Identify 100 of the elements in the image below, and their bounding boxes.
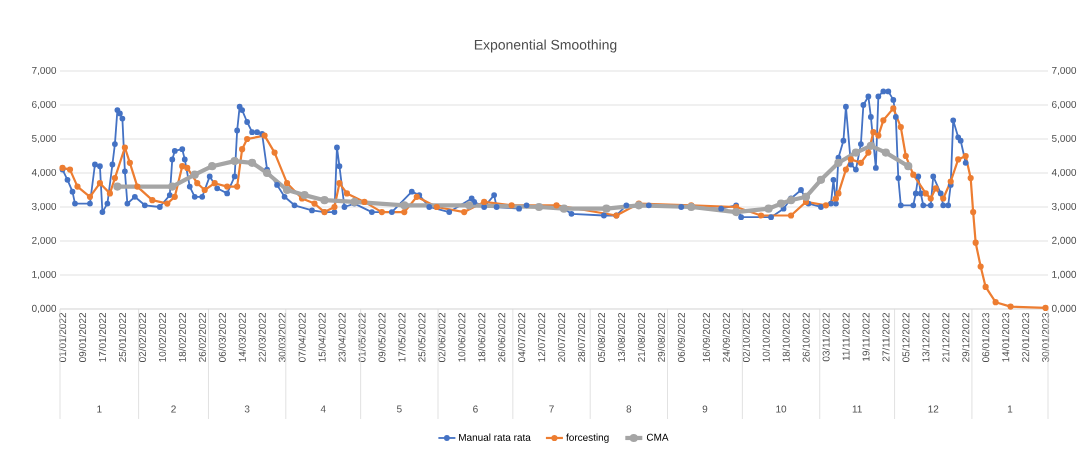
x-tick-label: 05/12/2022 (902, 313, 910, 362)
point (282, 185, 292, 195)
y-tick-label: 1,000 (32, 270, 57, 280)
x-tick-label: 01/01/2022 (58, 313, 67, 362)
x-tick-label: 09/01/2022 (78, 313, 87, 362)
x-tick-label: 17/01/2022 (98, 313, 107, 362)
x-tick-label: 04/07/2022 (517, 313, 526, 362)
x-tick-label: 19/11/2022 (862, 313, 870, 361)
x-tick-label: 28/07/2022 (577, 313, 586, 362)
x-tick-label: 17/05/2022 (398, 313, 406, 362)
x-tick-label: 26/02/2022 (198, 313, 206, 362)
y2-tick-label: 1,000 (1052, 270, 1077, 280)
y-tick-label: 6,000 (32, 100, 57, 110)
text: 5 (396, 405, 402, 413)
text: 8 (626, 405, 632, 413)
point (300, 190, 309, 200)
point (904, 162, 913, 171)
y-tick-label: 4,000 (31, 168, 57, 178)
y2-tick-label: 4,000 (1051, 168, 1077, 178)
text: 12 (928, 405, 939, 413)
x-tick-label: 07/04/2022 (298, 313, 306, 362)
text: 1 (97, 405, 102, 413)
y-tick-label: 0,000 (31, 304, 57, 314)
point (851, 148, 860, 157)
x-tick-label: 27/11/2022 (882, 313, 890, 362)
x-tick-label: 29/12/2022 (962, 313, 970, 362)
point (881, 148, 890, 157)
x-tick-label: 11/11/2022 (842, 313, 850, 361)
x-tick-label: 02/10/2022 (742, 313, 750, 362)
point (113, 182, 122, 191)
point (602, 204, 611, 213)
x-tick-label: 18/02/2022 (178, 313, 186, 362)
x-tick-label: 18/10/2022 (782, 313, 790, 362)
y2-tick-label: 3,000 (1051, 202, 1077, 212)
point (764, 204, 773, 213)
point (248, 158, 257, 167)
x-tick-label: 06/03/2022 (218, 313, 226, 362)
x-tick-label: 02/02/2022 (138, 313, 146, 362)
x-tick-label: 09/05/2022 (378, 313, 386, 362)
point (776, 199, 786, 208)
legend-label: forcesting (566, 433, 609, 443)
x-tick-label: 14/01/2023 (1001, 312, 1010, 362)
y2-tick-label: 7,000 (1052, 66, 1077, 76)
text: 6 (473, 405, 478, 413)
legend-label: Manual rata rata (459, 433, 531, 441)
point (320, 196, 329, 205)
x-tick-label: 22/01/2023 (1021, 312, 1030, 362)
point (168, 182, 177, 191)
x-tick-label: 16/09/2022 (702, 313, 710, 362)
y2-tick-label: 2,000 (1052, 236, 1077, 246)
x-tick-label: 05/08/2022 (597, 313, 606, 362)
point (465, 201, 474, 210)
text: 1 (1007, 405, 1013, 413)
y2-tick-label: 5,000 (1051, 134, 1077, 144)
point (262, 168, 272, 178)
x-tick-label: 13/12/2022 (922, 313, 930, 362)
text: 2 (171, 405, 176, 413)
x-tick-label: 15/04/2022 (318, 313, 326, 362)
x-tick-label: 12/07/2022 (537, 313, 546, 362)
point (834, 158, 843, 167)
x-tick-label: 24/09/2022 (722, 313, 730, 362)
x-tick-label: 22/03/2022 (258, 313, 266, 362)
x-tick-label: 23/04/2022 (338, 313, 346, 362)
text: 7 (549, 405, 554, 413)
y-tick-label: 5,000 (31, 134, 57, 144)
x-tick-label: 21/12/2022 (942, 313, 950, 362)
x-tick-label: 25/01/2022 (118, 313, 127, 362)
x-tick-label: 13/08/2022 (617, 313, 626, 362)
x-tick-label: 06/09/2022 (677, 313, 685, 362)
x-tick-label: 06/01/2023 (981, 312, 990, 362)
y-tick-label: 3,000 (31, 202, 57, 212)
text: 11 (852, 405, 862, 413)
point (816, 175, 826, 184)
x-tick-label: 03/11/2022 (822, 313, 830, 362)
chart-title: Exponential Smoothing (474, 39, 617, 53)
x-tick-label: 18/06/2022 (478, 313, 486, 362)
text: 4 (320, 405, 326, 413)
legend-label: CMA (646, 433, 669, 441)
point (190, 170, 199, 179)
x-tick-label: 02/06/2022 (438, 313, 446, 362)
x-tick-label: 29/08/2022 (657, 313, 665, 362)
point (801, 192, 811, 201)
point (866, 141, 875, 150)
x-tick-label: 14/03/2022 (238, 313, 246, 362)
text: 9 (702, 405, 708, 413)
point (400, 201, 409, 210)
point (208, 162, 217, 171)
y2-tick-label: 6,000 (1052, 100, 1077, 110)
x-tick-label: 10/02/2022 (158, 313, 166, 362)
x-tick-label: 21/08/2022 (637, 313, 645, 362)
y-tick-label: 2,000 (32, 236, 57, 246)
point (230, 156, 239, 166)
point (732, 207, 741, 217)
x-tick-label: 26/10/2022 (802, 313, 810, 362)
text: 3 (244, 405, 250, 413)
text: 10 (776, 405, 787, 413)
x-tick-label: 01/05/2022 (358, 313, 366, 362)
y2-tick-label: 0,000 (1051, 304, 1077, 314)
x-tick-label: 10/06/2022 (458, 313, 466, 362)
x-tick-label: 30/03/2022 (278, 313, 286, 362)
